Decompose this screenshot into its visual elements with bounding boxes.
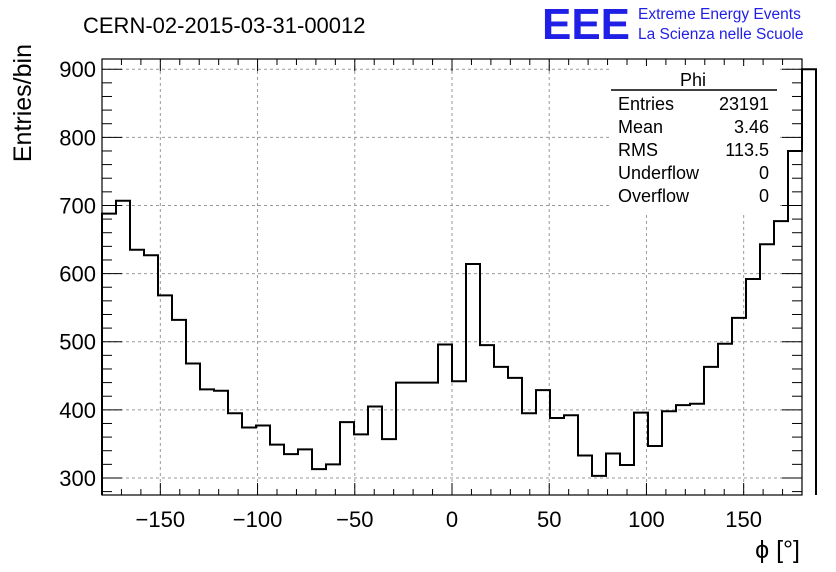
stats-row-value: 23191 [719, 94, 769, 114]
stats-box: Phi Entries 23191 Mean 3.46 RMS 113.5 Underflo… [609, 66, 777, 212]
y-tick-label: 900 [59, 57, 96, 82]
stats-row-label: Entries [618, 94, 674, 114]
y-tick-label: 400 [59, 398, 96, 423]
stats-row-value: 113.5 [725, 140, 769, 160]
stats-box-title: Phi [680, 70, 706, 90]
stats-row-value: 0 [759, 186, 769, 206]
stats-row-label: RMS [618, 140, 658, 160]
stats-row-label: Mean [618, 117, 663, 137]
stats-rows: Entries 23191 Mean 3.46 RMS 113.5 Underflow 0 Ov… [618, 94, 769, 206]
eee-logo-line1: Extreme Energy Events [638, 6, 801, 23]
x-tick-label: 100 [628, 507, 665, 532]
y-axis-title: Entries/bin [9, 44, 37, 162]
stats-row-value: 3.46 [734, 117, 769, 137]
stats-row-label: Underflow [618, 163, 700, 183]
x-tick-label: −150 [136, 507, 186, 532]
eee-logo: EEE Extreme Energy Events La Scienza nel… [542, 0, 803, 49]
stats-row-value: 0 [759, 163, 769, 183]
x-tick-label: 150 [725, 507, 762, 532]
y-tick-label: 700 [59, 193, 96, 218]
x-tick-label: 0 [446, 507, 458, 532]
chart-title: CERN-02-2015-03-31-00012 [83, 13, 366, 38]
x-axis-ticks: −150 −100 −50 0 50 100 150 [101, 59, 803, 532]
x-tick-label: −100 [233, 507, 283, 532]
stats-row-label: Overflow [618, 186, 690, 206]
eee-logo-line2: La Scienza nelle Scuole [638, 26, 803, 43]
eee-logo-mark: EEE [542, 0, 630, 49]
x-tick-label: 50 [537, 507, 561, 532]
y-axis-ticks: 300 400 500 600 700 800 900 [59, 57, 802, 493]
x-axis-title: ϕ [°] [755, 536, 800, 564]
y-tick-label: 600 [59, 262, 96, 287]
y-tick-label: 500 [59, 330, 96, 355]
x-tick-label: −50 [336, 507, 373, 532]
y-tick-label: 300 [59, 466, 96, 491]
y-tick-label: 800 [59, 125, 96, 150]
histogram-step-line [101, 68, 817, 495]
